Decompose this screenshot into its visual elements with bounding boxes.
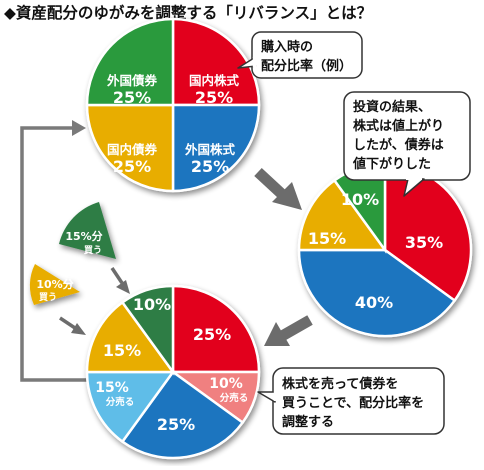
callout-market-line2: 株式は値上がり [353, 118, 444, 134]
callout-purchase-line1: 購入時の [260, 39, 313, 55]
callout-market-change: 投資の結果、 株式は値上がり したが、債券は 値下がりした [343, 91, 471, 197]
callout-purchase-line2: 配分比率（例） [261, 58, 352, 74]
pie3-value-foreign-stock: 25% [157, 415, 195, 434]
pie3-value-foreign-stock-sold: 15% [95, 380, 129, 396]
wedge-yellow-sub: 買う [39, 292, 57, 303]
callout-rebalance-line1: 株式を売って債券を [282, 376, 398, 392]
pie1-name-domestic-bond: 国内債券 [107, 142, 158, 157]
pie3-sub-foreign-stock-sold: 分売る [106, 396, 135, 408]
pie2-value-foreign-bond: 10% [341, 190, 379, 209]
pie1-slice-domestic-stock [171, 17, 261, 107]
wedge-buy-domestic-bond: 10%分 買う [29, 264, 80, 305]
wedge-yellow-shape [29, 264, 80, 305]
pie1-slice-foreign-stock [171, 103, 261, 193]
pie-after-market-change: 35% 40% 15% 10% [297, 162, 473, 338]
wedge-green-shape [59, 202, 116, 259]
arrow-pie2-to-pie3 [264, 315, 313, 346]
callout-market-line3: したが、債券は [353, 137, 444, 153]
pie1-slice-domestic-bond [85, 103, 175, 193]
pie3-slice-foreign-stock [120, 370, 245, 460]
pie3-sub-domestic-stock-sold: 分売る [220, 392, 249, 404]
page-title: ◆資産配分のゆがみを調整する「リバランス」とは？ [4, 3, 372, 22]
pie1-value-foreign-bond: 25% [113, 88, 151, 107]
return-loop-arrowhead [72, 120, 86, 136]
wedge-green-label: 15%分 [65, 229, 102, 243]
wedge-green-sub: 買う [84, 245, 102, 256]
wedge-yellow-label: 10%分 [36, 277, 73, 291]
pie2-slice-domestic-bond [297, 178, 388, 252]
pie3-value-domestic-stock-sold: 10% [209, 376, 243, 392]
callout-rebalance-line2: 買うことで、配分比率を [282, 395, 424, 411]
pie3-slice-foreign-stock-sold [85, 370, 176, 444]
pie3-value-domestic-stock: 25% [193, 325, 231, 344]
pie2-value-foreign-stock: 40% [355, 293, 393, 312]
pie2-value-domestic-bond: 15% [308, 229, 346, 248]
pie1-name-foreign-bond: 外国債券 [106, 73, 158, 88]
callout-purchase: 購入時の 配分比率（例） [237, 31, 363, 79]
arrow-green-wedge [110, 267, 130, 294]
callout-rebalance-line3: 調整する [282, 414, 334, 430]
wedge-buy-foreign-bond: 15%分 買う [59, 202, 116, 259]
pie1-value-domestic-stock: 25% [195, 88, 233, 107]
pie3-value-foreign-bond: 10% [133, 295, 171, 314]
callout-rebalance: 株式を売って債券を 買うことで、配分比率を 調整する [257, 367, 445, 435]
pie1-value-foreign-stock: 25% [191, 157, 229, 176]
arrow-pie1-to-pie2 [254, 167, 302, 210]
pie3-value-domestic-bond: 15% [103, 341, 141, 360]
pie1-name-foreign-stock: 外国株式 [184, 142, 236, 157]
pie3-slice-domestic-stock [171, 284, 261, 374]
return-loop-line [20, 126, 100, 382]
pie1-value-domestic-bond: 25% [113, 157, 151, 176]
callout-market-line1: 投資の結果、 [353, 99, 431, 115]
pie1-slice-foreign-bond [85, 17, 175, 107]
arrow-yellow-wedge [59, 316, 86, 335]
pie2-value-domestic-stock: 35% [405, 233, 443, 252]
pie1-name-domestic-stock: 国内株式 [189, 73, 240, 88]
callout-market-line4: 値下がりした [352, 156, 431, 172]
pie3-slice-foreign-bond [120, 284, 175, 376]
pie3-slice-domestic-bond [85, 300, 176, 374]
pie2-slice-foreign-stock [297, 248, 457, 338]
